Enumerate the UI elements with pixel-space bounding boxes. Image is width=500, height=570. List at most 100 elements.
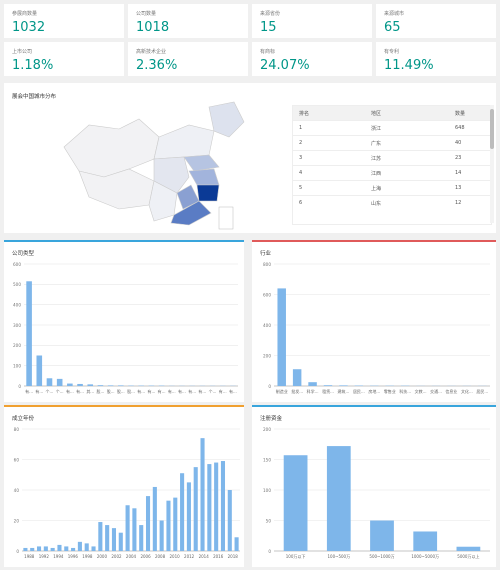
y-tick-label: 400 — [263, 323, 271, 328]
x-tick-label: 股... — [107, 389, 115, 394]
bar — [339, 385, 348, 386]
table-row[interactable]: 5 上海 13 — [293, 180, 491, 196]
x-tick-label: 有... — [188, 388, 196, 394]
kpi-card: 公司数量 1018 — [128, 4, 248, 38]
bar — [234, 537, 239, 551]
bar — [207, 464, 212, 551]
bar — [26, 281, 32, 386]
kpi-label: 来源省份 — [260, 11, 281, 17]
table-header-cell: 排名 — [293, 106, 365, 121]
bar — [97, 385, 104, 386]
kpi-label: 上市公司 — [12, 49, 33, 55]
y-tick-label: 200 — [13, 343, 21, 348]
kpi-value: 1.18% — [12, 58, 54, 73]
table-header-cell: 数量 — [449, 106, 491, 121]
capital-panel: 注册资金 0 50 100 150 200 100万以下 100~500万 500~1000万… — [252, 405, 496, 567]
kpi-card: 有专利 11.49% — [376, 42, 496, 76]
bar — [77, 383, 83, 386]
kpi-value: 65 — [384, 20, 401, 35]
map-panel: 展会中国城市分布 排名 地区 数量 1 浙江 648 2 广东 40 3 江苏 23 4 江西 14 5 上海… — [4, 83, 496, 233]
panel-accent-line — [252, 240, 496, 242]
bar — [125, 505, 130, 551]
kpi-label: 参展商数量 — [12, 11, 38, 17]
map-region-zhejiang — [196, 184, 220, 202]
map-region-shandong — [183, 154, 220, 172]
kpi-value: 24.07% — [260, 58, 310, 73]
y-tick-label: 200 — [263, 353, 271, 358]
table-row[interactable]: 6 山东 12 — [293, 195, 491, 210]
capital-chart: 0 50 100 150 200 100万以下 100~500万 500~1000万 1000~… — [263, 427, 490, 559]
kpi-card: 有商标 24.07% — [252, 42, 372, 76]
bar — [118, 385, 124, 386]
y-tick-label: 100 — [263, 488, 271, 493]
bar — [145, 496, 151, 551]
map-region-tibet — [78, 168, 155, 210]
china-map[interactable] — [59, 97, 289, 237]
bar — [84, 543, 89, 551]
bar — [111, 528, 117, 551]
kpi-value: 1018 — [136, 20, 170, 35]
bar — [105, 525, 110, 551]
bar — [326, 446, 351, 551]
table-scrollbar[interactable] — [490, 105, 494, 223]
x-tick-label: 批发... — [291, 388, 303, 394]
x-tick-label: 制造业 — [276, 388, 288, 394]
industry-title: 行业 — [260, 251, 272, 257]
x-tick-label: 2008 — [155, 554, 166, 559]
industry-panel: 行业 0 200 400 600 800 制造业 批发... 科学... 租赁... 建筑... 居… — [252, 240, 496, 402]
x-tick-label: 有... — [219, 388, 227, 394]
capital-title: 注册资金 — [260, 416, 283, 422]
x-tick-label: 1988 — [24, 554, 35, 559]
x-tick-label: 2018 — [228, 554, 239, 559]
founded-year-chart: 0 20 40 60 80 1988 1992 1994 1996 1998 2000 2002 200… — [14, 427, 240, 559]
kpi-card: 参展商数量 1032 — [4, 4, 124, 38]
map-south-sea-inset — [218, 206, 234, 230]
x-tick-label: 建筑... — [338, 388, 350, 394]
y-tick-label: 60 — [14, 457, 20, 462]
bar — [173, 497, 178, 551]
kpi-value: 15 — [260, 20, 277, 35]
bar — [56, 378, 63, 386]
x-tick-label: 有... — [35, 388, 43, 394]
table-scrollbar-thumb[interactable] — [490, 109, 494, 149]
table-cell: 4 — [293, 165, 365, 181]
table-row[interactable]: 1 浙江 648 — [293, 120, 491, 136]
map-region-northwest — [63, 118, 160, 178]
x-tick-label: 5000万以上 — [457, 553, 479, 559]
table-cell: 广东 — [365, 135, 449, 151]
x-tick-label: 股... — [97, 389, 105, 394]
table-row[interactable]: 4 江西 14 — [293, 165, 491, 181]
table-cell: 江苏 — [365, 150, 449, 166]
x-tick-label: 2016 — [213, 554, 224, 559]
map-region-north — [153, 124, 215, 160]
y-tick-label: 20 — [14, 518, 20, 523]
bar — [57, 544, 62, 551]
bar — [159, 520, 164, 551]
bar — [180, 473, 185, 551]
x-tick-label: 1994 — [53, 554, 64, 559]
table-row[interactable]: 3 江苏 23 — [293, 150, 491, 166]
bar — [413, 531, 438, 551]
map-region-jiangsu — [188, 168, 220, 186]
x-tick-label: 股... — [117, 389, 125, 394]
x-tick-label: 其... — [86, 389, 94, 394]
x-tick-label: 信息业 — [445, 388, 457, 394]
bar — [50, 547, 55, 551]
table-row[interactable]: 2 广东 40 — [293, 135, 491, 151]
table-cell: 上海 — [365, 180, 449, 196]
bar — [283, 455, 308, 551]
kpi-label: 有专利 — [384, 49, 400, 55]
bar — [370, 520, 394, 551]
table-cell: 648 — [449, 120, 491, 136]
x-tick-label: 2006 — [140, 554, 151, 559]
x-tick-label: 2002 — [111, 554, 122, 559]
x-tick-label: 有... — [137, 388, 145, 394]
bar — [308, 382, 317, 386]
kpi-value: 11.49% — [384, 58, 434, 73]
bar — [456, 546, 481, 551]
x-tick-label: 有... — [25, 388, 33, 394]
x-tick-label: 个... — [209, 389, 217, 394]
kpi-value: 2.36% — [136, 58, 178, 73]
x-tick-label: 2012 — [184, 554, 195, 559]
